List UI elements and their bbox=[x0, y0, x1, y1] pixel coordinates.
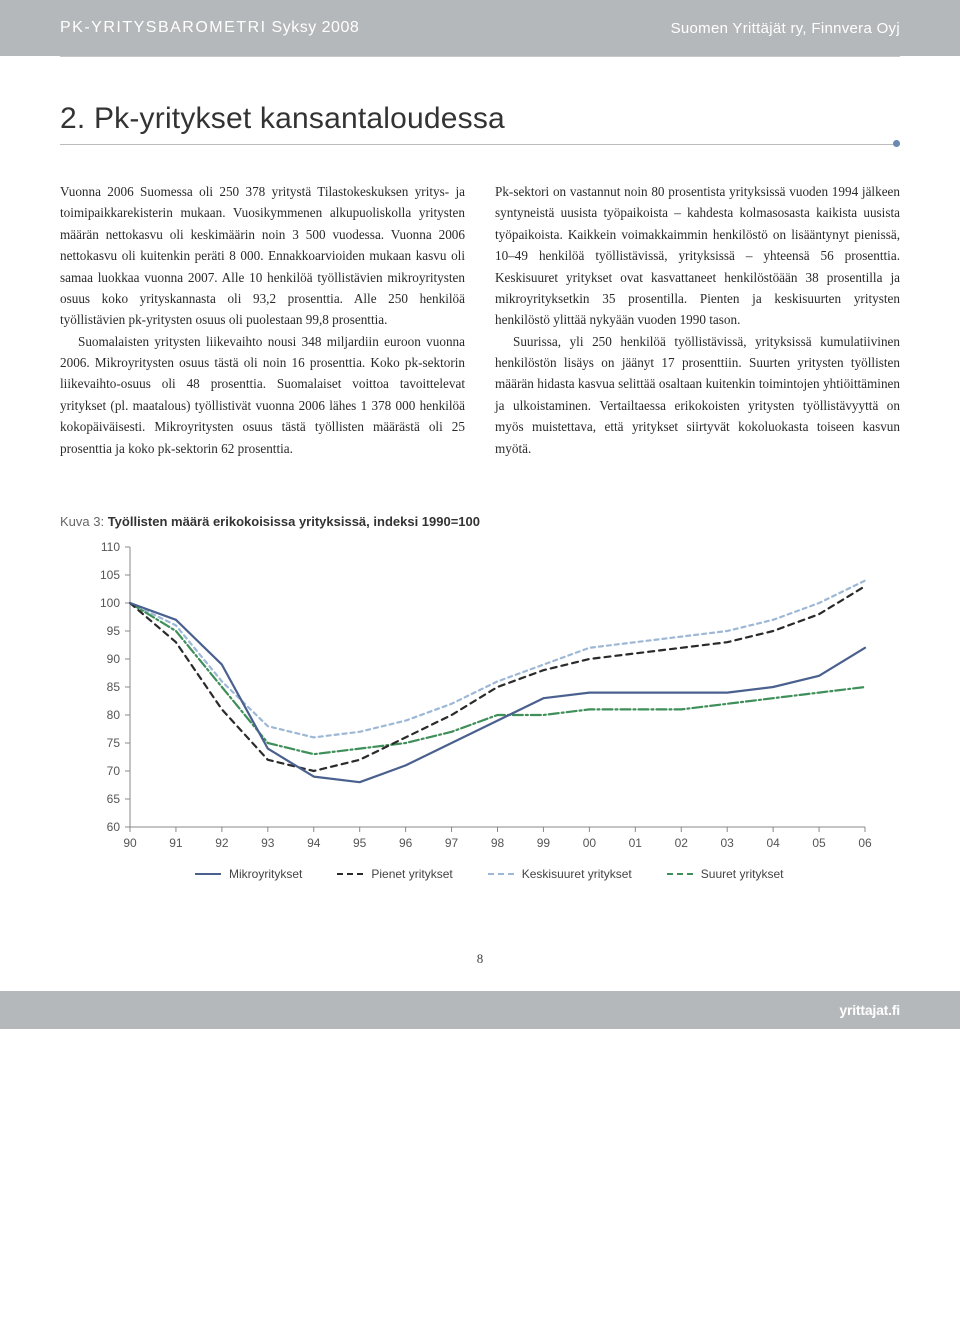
svg-text:99: 99 bbox=[537, 836, 551, 850]
body-left-p2: Suomalaisten yritysten liikevaihto nousi… bbox=[60, 331, 465, 459]
svg-text:06: 06 bbox=[858, 836, 872, 850]
body-right-p1: Pk-sektori on vastannut noin 80 prosenti… bbox=[495, 181, 900, 331]
legend-item: Pienet yritykset bbox=[337, 867, 452, 881]
body-right-p2: Suurissa, yli 250 henkilöä työllistäviss… bbox=[495, 331, 900, 459]
svg-text:110: 110 bbox=[101, 540, 120, 554]
header-title-bold: PK-YRITYSBAROMETRI bbox=[60, 19, 267, 36]
svg-text:98: 98 bbox=[491, 836, 505, 850]
svg-text:04: 04 bbox=[766, 836, 780, 850]
svg-text:100: 100 bbox=[100, 596, 120, 610]
legend-label: Mikroyritykset bbox=[229, 867, 302, 881]
legend-swatch bbox=[667, 873, 693, 875]
legend-label: Suuret yritykset bbox=[701, 867, 784, 881]
svg-text:95: 95 bbox=[107, 624, 121, 638]
legend-swatch bbox=[337, 873, 363, 875]
svg-text:80: 80 bbox=[107, 708, 121, 722]
svg-text:92: 92 bbox=[215, 836, 229, 850]
svg-text:02: 02 bbox=[675, 836, 689, 850]
legend-item: Keskisuuret yritykset bbox=[488, 867, 632, 881]
svg-text:93: 93 bbox=[261, 836, 275, 850]
svg-text:60: 60 bbox=[107, 820, 121, 834]
title-rule bbox=[60, 144, 900, 145]
chart-caption: Kuva 3: Työllisten määrä erikokoisissa y… bbox=[60, 514, 900, 529]
body-col-right: Pk-sektori on vastannut noin 80 prosenti… bbox=[495, 181, 900, 459]
chart-caption-prefix: Kuva 3: bbox=[60, 514, 108, 529]
svg-text:97: 97 bbox=[445, 836, 459, 850]
svg-text:96: 96 bbox=[399, 836, 413, 850]
svg-text:01: 01 bbox=[629, 836, 643, 850]
legend-label: Keskisuuret yritykset bbox=[522, 867, 632, 881]
header-right: Suomen Yrittäjät ry, Finnvera Oyj bbox=[671, 20, 900, 37]
svg-text:90: 90 bbox=[123, 836, 137, 850]
svg-text:85: 85 bbox=[107, 680, 121, 694]
body-left-p1: Vuonna 2006 Suomessa oli 250 378 yrityst… bbox=[60, 181, 465, 331]
legend-swatch bbox=[195, 873, 221, 875]
body-columns: Vuonna 2006 Suomessa oli 250 378 yrityst… bbox=[60, 181, 900, 459]
footer-brand: yrittajat.fi bbox=[839, 1002, 900, 1018]
section-title: 2. Pk-yritykset kansantaloudessa bbox=[60, 102, 900, 136]
svg-text:00: 00 bbox=[583, 836, 597, 850]
header-title-light: Syksy 2008 bbox=[267, 19, 360, 36]
page-content: 2. Pk-yritykset kansantaloudessa Vuonna … bbox=[0, 102, 960, 967]
svg-text:03: 03 bbox=[721, 836, 735, 850]
svg-text:105: 105 bbox=[100, 568, 120, 582]
page-footer: yrittajat.fi bbox=[0, 991, 960, 1029]
legend-swatch bbox=[488, 873, 514, 875]
legend-label: Pienet yritykset bbox=[371, 867, 452, 881]
svg-text:65: 65 bbox=[107, 792, 121, 806]
header-left: PK-YRITYSBAROMETRI Syksy 2008 bbox=[60, 19, 359, 37]
svg-text:91: 91 bbox=[169, 836, 183, 850]
header-divider bbox=[60, 56, 900, 57]
legend-item: Mikroyritykset bbox=[195, 867, 302, 881]
chart-container: 60 65 70 75 80 85 90 95 100 105 110 90 91 92 93 94 95 96 9… bbox=[60, 537, 900, 881]
legend-item: Suuret yritykset bbox=[667, 867, 784, 881]
body-col-left: Vuonna 2006 Suomessa oli 250 378 yrityst… bbox=[60, 181, 465, 459]
svg-text:75: 75 bbox=[107, 736, 121, 750]
svg-text:94: 94 bbox=[307, 836, 321, 850]
line-chart: 60 65 70 75 80 85 90 95 100 105 110 90 91 92 93 94 95 96 9… bbox=[80, 537, 880, 857]
svg-text:05: 05 bbox=[812, 836, 826, 850]
svg-text:90: 90 bbox=[107, 652, 121, 666]
page-header: PK-YRITYSBAROMETRI Syksy 2008 Suomen Yri… bbox=[0, 0, 960, 56]
svg-text:70: 70 bbox=[107, 764, 121, 778]
page-number: 8 bbox=[60, 951, 900, 967]
chart-caption-bold: Työllisten määrä erikokoisissa yrityksis… bbox=[108, 514, 480, 529]
chart-legend: Mikroyritykset Pienet yritykset Keskisuure… bbox=[80, 867, 900, 881]
svg-text:95: 95 bbox=[353, 836, 367, 850]
